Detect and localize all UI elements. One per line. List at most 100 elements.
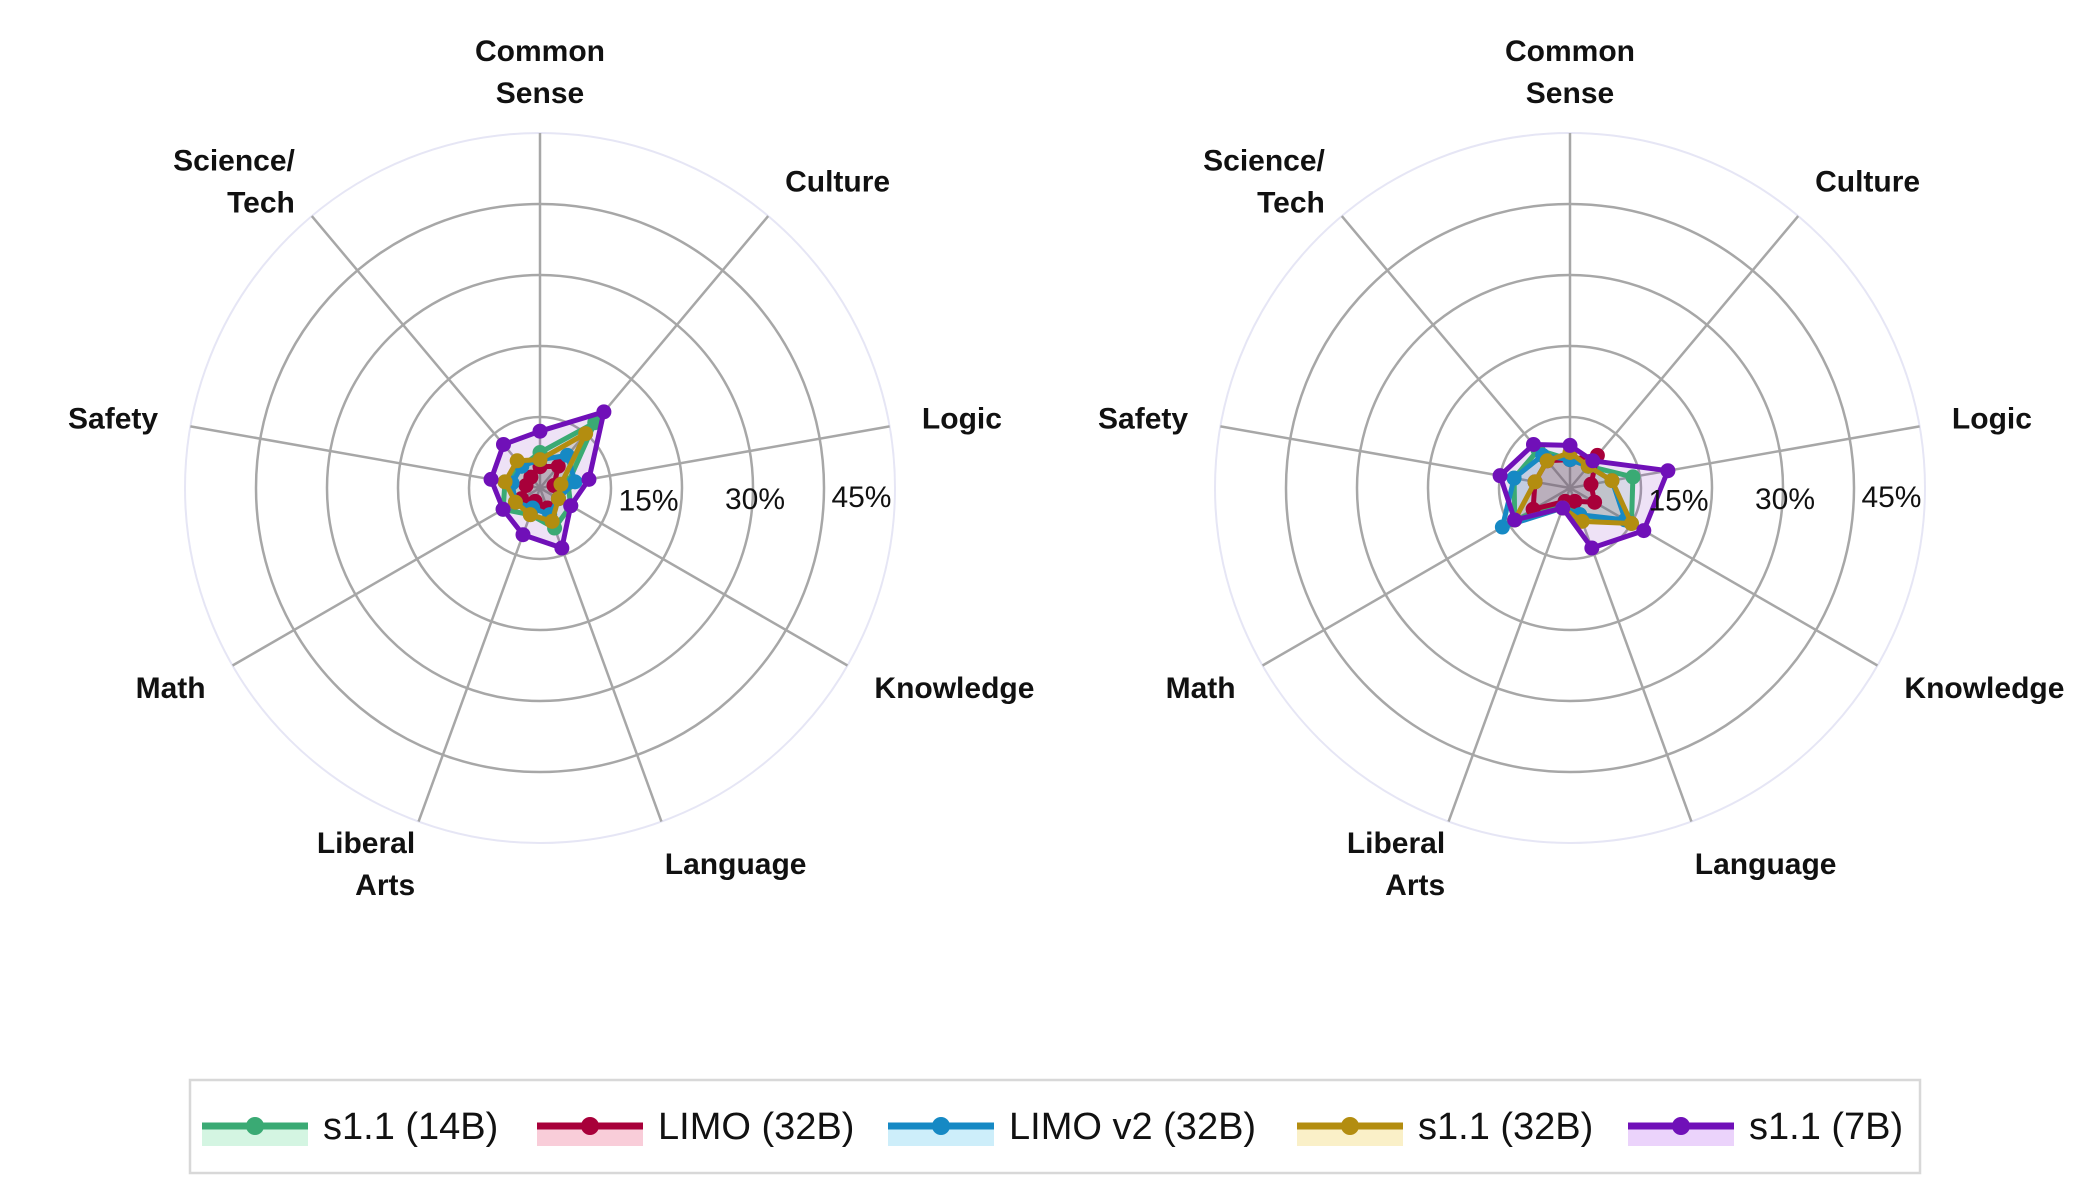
series-lines — [483, 404, 612, 556]
point-s1-1-32b-math — [507, 494, 523, 510]
point-s1-1-32b-safety — [497, 474, 513, 490]
r-tick-label: 15% — [1648, 484, 1708, 517]
category-label-liberal-arts: Liberal Arts — [317, 827, 415, 902]
category-label-logic: Logic — [1952, 403, 2032, 436]
point-s1-1-7b-knowledge — [563, 498, 579, 514]
point-s1-1-7b-common-sense — [532, 423, 548, 439]
point-s1-1-7b-knowledge — [1636, 523, 1652, 539]
point-s1-1-32b-knowledge — [550, 491, 566, 507]
series-line-s1-1-7b — [488, 409, 607, 551]
spoke-liberal-arts — [417, 487, 542, 823]
point-s1-1-7b-math — [495, 501, 511, 517]
legend-label: s1.1 (32B) — [1418, 1106, 1593, 1148]
series-line-s1-1-14b — [500, 420, 598, 531]
point-limo-32b-science-tech — [523, 469, 539, 485]
point-s1-1-32b-logic — [1604, 473, 1620, 489]
legend-marker — [246, 1117, 264, 1135]
category-label-logic: Logic — [922, 403, 1002, 436]
category-label-language: Language — [665, 848, 807, 881]
legend-item-limo-32b: LIMO (32B) — [537, 1106, 854, 1148]
point-s1-1-32b-knowledge — [1623, 516, 1639, 531]
spoke-logic — [539, 425, 890, 490]
point-s1-1-32b-common-sense — [532, 452, 548, 468]
point-s1-1-7b-language — [554, 540, 570, 556]
point-s1-1-7b-safety — [483, 471, 499, 487]
point-s1-1-32b-safety — [1527, 474, 1543, 490]
category-label-common-sense: Common Sense — [1505, 35, 1635, 110]
point-s1-1-7b-safety — [1492, 468, 1508, 484]
spoke-liberal-arts — [1447, 487, 1572, 823]
legend-swatch-fill — [888, 1128, 994, 1146]
legend-label: s1.1 (14B) — [323, 1106, 498, 1148]
series-line-s1-1-7b — [1497, 442, 1671, 551]
point-s1-1-7b-culture — [1585, 453, 1601, 469]
category-label-safety: Safety — [1098, 403, 1188, 436]
legend-item-s1-1-14b: s1.1 (14B) — [202, 1106, 498, 1148]
point-limo-32b-logic — [1583, 476, 1599, 492]
series-line-s1-1-32b — [1512, 450, 1634, 526]
legend: s1.1 (14B) LIMO (32B) LIMO v2 (32B) s1.1 (3… — [188, 1078, 1922, 1175]
point-s1-1-7b-liberal-arts — [515, 527, 531, 543]
point-s1-1-32b-culture — [578, 426, 594, 442]
radar-chart-left: 15% 30% 45% Common Sense Culture Logic Knowledg… — [68, 35, 1034, 902]
point-s1-1-7b-science-tech — [1525, 436, 1541, 452]
legend-label: LIMO v2 (32B) — [1009, 1106, 1256, 1148]
point-s1-1-32b-science-tech — [509, 453, 525, 469]
legend-marker — [1672, 1117, 1690, 1135]
r-tick-label: 15% — [618, 484, 678, 517]
r-tick-label: 45% — [1861, 481, 1921, 514]
legend-item-limo-v2-32b: LIMO v2 (32B) — [888, 1106, 1256, 1148]
point-s1-1-32b-science-tech — [1539, 453, 1555, 469]
category-label-language: Language — [1695, 848, 1837, 881]
legend-marker — [581, 1117, 599, 1135]
spoke-math — [231, 486, 541, 667]
point-s1-1-7b-math — [1507, 512, 1523, 528]
category-label-science-tech: Science/Tech — [1203, 145, 1325, 220]
spoke-culture — [539, 215, 770, 489]
legend-swatch-fill — [1297, 1128, 1403, 1146]
spoke-knowledge — [539, 486, 849, 667]
point-s1-1-7b-common-sense — [1562, 437, 1578, 453]
point-s1-1-7b-logic — [581, 471, 597, 487]
category-label-culture: Culture — [785, 166, 890, 199]
point-limo-32b-knowledge — [1587, 494, 1603, 510]
spoke-culture — [1569, 215, 1800, 489]
point-s1-1-32b-liberal-arts — [522, 507, 538, 523]
legend-marker — [1341, 1117, 1359, 1135]
point-s1-1-7b-science-tech — [495, 436, 511, 452]
point-s1-1-7b-logic — [1660, 463, 1676, 479]
point-s1-1-32b-language — [1574, 513, 1590, 529]
point-limo-v2-32b-safety — [1506, 470, 1522, 486]
point-s1-1-32b-logic — [553, 476, 569, 492]
point-limo-v2-32b-math — [1494, 519, 1510, 535]
legend-label: s1.1 (7B) — [1749, 1106, 1903, 1148]
point-s1-1-32b-language — [544, 513, 560, 529]
point-s1-1-7b-language — [1584, 540, 1600, 556]
point-limo-32b-culture — [550, 458, 566, 474]
category-label-liberal-arts: Liberal Arts — [1347, 827, 1445, 902]
category-label-math: Math — [136, 672, 206, 705]
legend-swatch-fill — [202, 1128, 308, 1146]
legend-item-s1-1-32b: s1.1 (32B) — [1297, 1106, 1593, 1148]
legend-item-s1-1-7b: s1.1 (7B) — [1628, 1106, 1903, 1148]
spoke-safety — [190, 425, 541, 490]
radar-chart-right: 15% 30% 45% Common Sense Culture Logic Knowledg… — [1098, 35, 2064, 902]
legend-swatch-fill — [1628, 1128, 1734, 1146]
point-limo-v2-32b-logic — [567, 474, 583, 490]
category-label-safety: Safety — [68, 403, 158, 436]
category-label-math: Math — [1166, 672, 1236, 705]
r-tick-label: 30% — [725, 483, 785, 516]
r-tick-label: 45% — [831, 481, 891, 514]
legend-swatch-fill — [537, 1128, 643, 1146]
r-tick-label: 30% — [1755, 483, 1815, 516]
category-label-science-tech: Science/Tech — [173, 145, 295, 220]
point-s1-1-7b-liberal-arts — [1555, 500, 1571, 516]
point-s1-1-7b-culture — [596, 404, 612, 420]
legend-marker — [932, 1117, 950, 1135]
legend-label: LIMO (32B) — [658, 1106, 854, 1148]
category-label-knowledge: Knowledge — [1904, 672, 2064, 705]
category-label-culture: Culture — [1815, 166, 1920, 199]
point-s1-1-14b-logic — [1625, 469, 1641, 485]
series-line-s1-1-32b — [502, 431, 589, 524]
